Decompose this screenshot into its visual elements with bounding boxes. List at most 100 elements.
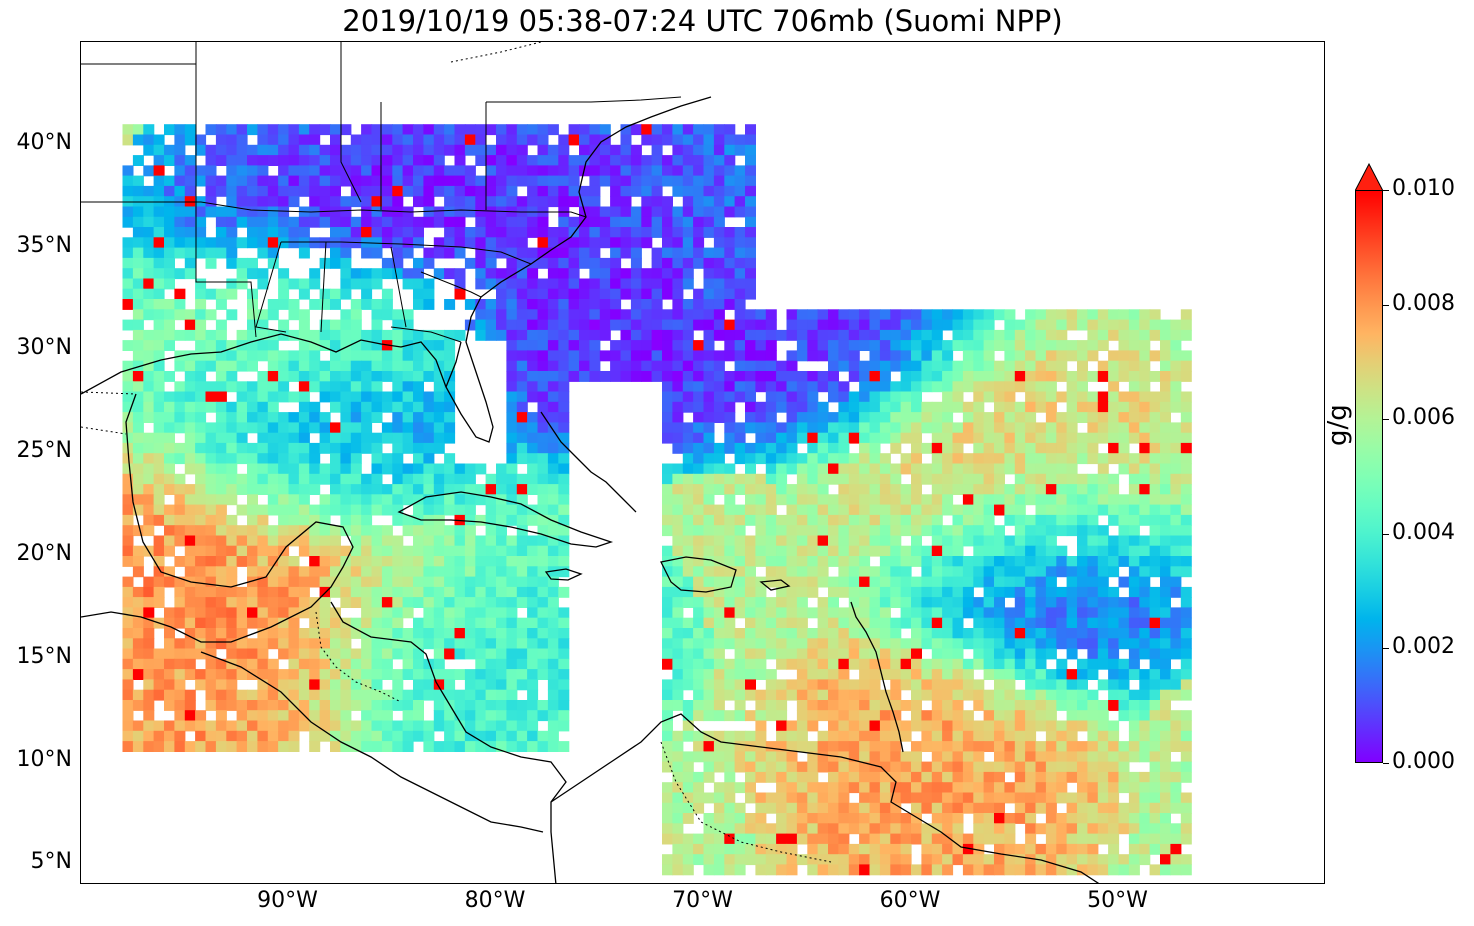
humidity-cell bbox=[817, 535, 829, 547]
humidity-cell bbox=[153, 206, 165, 218]
humidity-cell bbox=[1160, 432, 1171, 444]
humidity-cell bbox=[693, 412, 705, 423]
humidity-cell bbox=[215, 237, 227, 249]
humidity-cell bbox=[371, 628, 383, 639]
humidity-cell bbox=[859, 751, 871, 763]
humidity-cell bbox=[786, 607, 798, 619]
humidity-cell bbox=[962, 771, 974, 783]
humidity-cell bbox=[755, 761, 767, 773]
humidity-cell bbox=[433, 679, 445, 691]
humidity-cell bbox=[911, 741, 922, 752]
humidity-cell bbox=[1035, 761, 1047, 773]
humidity-cell bbox=[506, 689, 518, 701]
humidity-cell bbox=[267, 299, 279, 310]
humidity-cell bbox=[1149, 309, 1161, 321]
humidity-cell bbox=[527, 648, 539, 660]
humidity-cell bbox=[962, 658, 974, 670]
humidity-cell bbox=[599, 278, 611, 290]
humidity-cell bbox=[236, 278, 248, 290]
humidity-cell bbox=[1128, 771, 1140, 783]
humidity-cell bbox=[817, 597, 829, 608]
humidity-cell bbox=[672, 741, 684, 752]
humidity-cell bbox=[589, 340, 601, 351]
humidity-cell bbox=[994, 494, 1005, 506]
humidity-cell bbox=[962, 679, 974, 691]
humidity-cell bbox=[755, 484, 767, 495]
humidity-cell bbox=[610, 257, 622, 269]
humidity-cell bbox=[1056, 329, 1068, 341]
humidity-cell bbox=[184, 720, 196, 732]
humidity-cell bbox=[776, 617, 788, 629]
humidity-cell bbox=[765, 329, 777, 341]
humidity-cell bbox=[942, 771, 954, 783]
humidity-cell bbox=[309, 185, 321, 197]
humidity-cell bbox=[236, 165, 248, 177]
humidity-cell bbox=[962, 638, 974, 650]
humidity-cell bbox=[952, 525, 964, 537]
humidity-cell bbox=[392, 535, 404, 547]
humidity-cell bbox=[267, 545, 279, 557]
humidity-cell bbox=[931, 710, 943, 722]
humidity-cell bbox=[693, 288, 705, 300]
humidity-cell bbox=[496, 185, 507, 197]
humidity-cell bbox=[900, 556, 912, 567]
humidity-cell bbox=[1014, 556, 1026, 567]
humidity-cell bbox=[143, 617, 155, 629]
humidity-cell bbox=[828, 432, 839, 444]
humidity-cell bbox=[547, 525, 559, 537]
humidity-cell bbox=[765, 412, 777, 423]
humidity-cell bbox=[828, 422, 839, 434]
humidity-cell bbox=[122, 463, 134, 475]
humidity-cell bbox=[464, 319, 476, 331]
humidity-cell bbox=[205, 442, 217, 454]
humidity-cell bbox=[651, 268, 663, 280]
humidity-cell bbox=[693, 628, 705, 639]
humidity-cell bbox=[205, 504, 217, 516]
humidity-cell bbox=[796, 566, 808, 578]
humidity-cell bbox=[1108, 720, 1120, 732]
humidity-cell bbox=[672, 422, 684, 434]
humidity-cell bbox=[911, 350, 922, 362]
humidity-cell bbox=[828, 638, 839, 650]
humidity-cell bbox=[330, 741, 341, 752]
humidity-cell bbox=[848, 802, 860, 814]
humidity-cell bbox=[298, 278, 310, 290]
humidity-cell bbox=[1035, 422, 1047, 434]
humidity-cell bbox=[610, 350, 622, 362]
map-plot-area[interactable] bbox=[80, 41, 1325, 884]
humidity-cell bbox=[402, 607, 414, 619]
humidity-cell bbox=[1004, 710, 1016, 722]
humidity-cell bbox=[361, 185, 373, 197]
humidity-cell bbox=[620, 371, 632, 382]
humidity-cell bbox=[848, 453, 860, 465]
humidity-cell bbox=[942, 792, 954, 804]
humidity-cell bbox=[672, 638, 684, 650]
humidity-cell bbox=[838, 535, 850, 547]
humidity-cell bbox=[184, 442, 196, 454]
humidity-cell bbox=[558, 586, 570, 598]
humidity-cell bbox=[817, 566, 829, 578]
humidity-cell bbox=[288, 566, 300, 578]
humidity-cell bbox=[558, 628, 570, 639]
humidity-cell bbox=[288, 494, 300, 506]
humidity-cell bbox=[786, 422, 798, 434]
humidity-cell bbox=[371, 720, 383, 732]
humidity-cell bbox=[402, 134, 414, 146]
humidity-cell bbox=[931, 340, 943, 351]
humidity-cell bbox=[931, 504, 943, 516]
humidity-cell bbox=[143, 206, 155, 218]
humidity-cell bbox=[371, 299, 383, 310]
humidity-cell bbox=[589, 350, 601, 362]
humidity-cell bbox=[164, 484, 175, 495]
humidity-cell bbox=[444, 185, 456, 197]
humidity-cell bbox=[890, 730, 902, 742]
humidity-cell bbox=[1087, 751, 1099, 763]
humidity-cell bbox=[267, 309, 279, 321]
humidity-cell bbox=[921, 761, 933, 773]
humidity-cell bbox=[309, 124, 321, 136]
humidity-cell bbox=[433, 597, 445, 608]
humidity-cell bbox=[236, 658, 248, 670]
humidity-cell bbox=[765, 700, 777, 711]
humidity-cell bbox=[361, 658, 373, 670]
humidity-cell bbox=[236, 206, 248, 218]
